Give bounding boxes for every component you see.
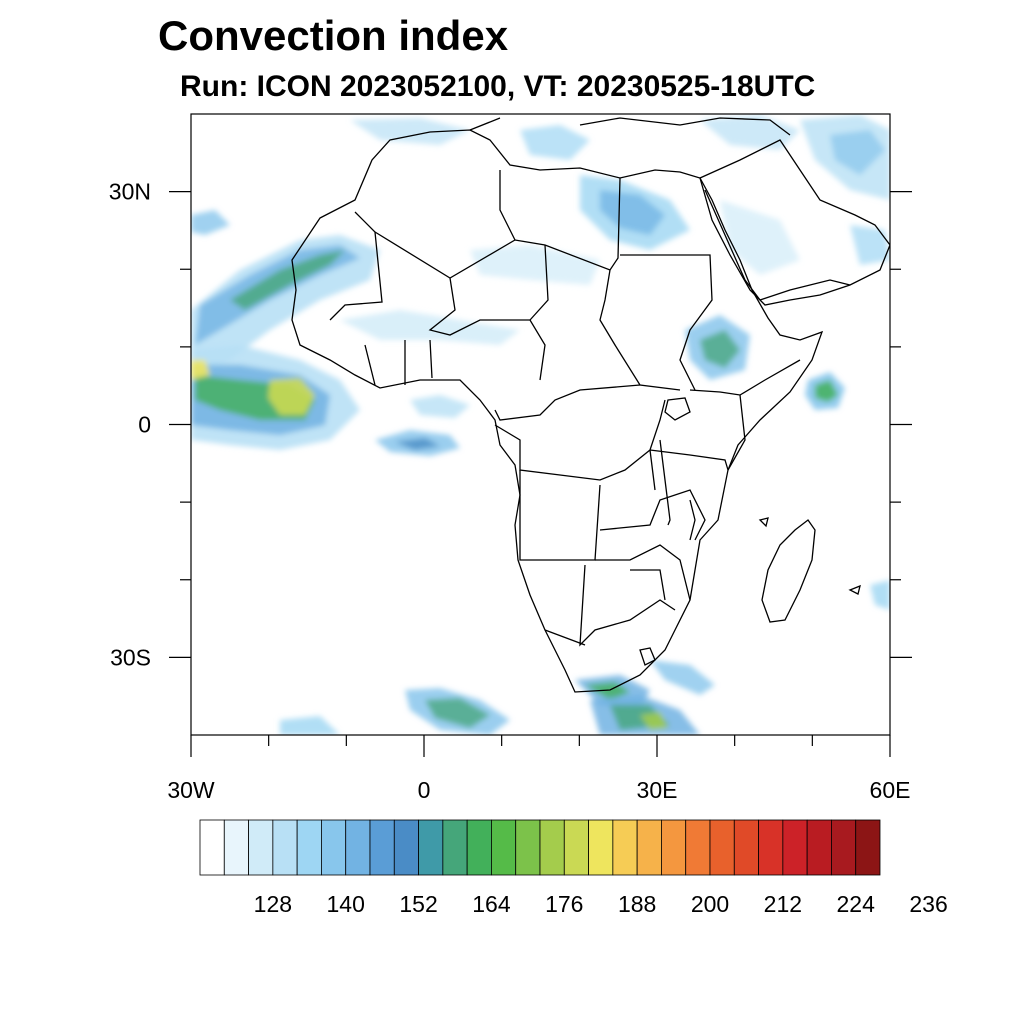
colorbar-swatch [466, 819, 492, 876]
colorbar-label: 200 [691, 891, 729, 917]
colorbar-swatch [248, 819, 274, 876]
colorbar-swatch [442, 819, 468, 876]
colorbar-swatch [393, 819, 419, 876]
colorbar-swatch [685, 819, 711, 876]
y-tick-label: 30N [109, 179, 151, 205]
colorbar-label: 164 [472, 891, 511, 917]
x-tick-label: 30E [637, 777, 678, 803]
y-tick-label: 30S [110, 644, 151, 670]
colorbar-swatch [733, 819, 759, 876]
y-tick-label: 0 [138, 412, 151, 438]
colorbar-swatch [709, 819, 735, 876]
colorbar-swatch [661, 819, 687, 876]
colorbar-swatch [539, 819, 565, 876]
map-subtitle: Run: ICON 2023052100, VT: 20230525-18UTC [180, 70, 816, 103]
x-tick-label: 60E [870, 777, 911, 803]
colorbar-swatch [345, 819, 371, 876]
colorbar-swatch [418, 819, 444, 876]
axis-ticks [169, 191, 912, 757]
colorbar-swatch [321, 819, 347, 876]
colorbar-label: 224 [837, 891, 876, 917]
colorbar-label: 152 [399, 891, 437, 917]
colorbar-swatch [806, 819, 832, 876]
colorbar-swatch [612, 819, 638, 876]
colorbar-swatch [272, 819, 298, 876]
colorbar-swatch [636, 819, 662, 876]
axis-tick-labels: 30W 0 30E 60E 30N 0 30S [109, 179, 911, 803]
colorbar-label: 176 [545, 891, 583, 917]
colorbar-swatch [855, 819, 881, 876]
x-tick-label: 0 [418, 777, 431, 803]
colorbar-label: 212 [764, 891, 802, 917]
colorbar-swatch [588, 819, 614, 876]
colorbar-swatch [199, 819, 225, 876]
colorbar-label: 188 [618, 891, 656, 917]
country-borders [291, 117, 890, 693]
colorbar: 128 140 152 164 176 188 200 212 224 236 [199, 819, 948, 917]
colorbar-swatch [223, 819, 249, 876]
colorbar-swatch [563, 819, 589, 876]
colorbar-swatch [758, 819, 784, 876]
colorbar-label: 236 [909, 891, 947, 917]
colorbar-swatch [369, 819, 395, 876]
colorbar-swatch [515, 819, 541, 876]
colorbar-label: 140 [327, 891, 365, 917]
colorbar-swatch [782, 819, 808, 876]
colorbar-swatch [831, 819, 857, 876]
colorbar-swatch [296, 819, 322, 876]
map-title: Convection index [158, 12, 509, 59]
colorbar-label: 128 [254, 891, 292, 917]
colorbar-swatch [491, 819, 517, 876]
convection-field [191, 115, 890, 735]
x-tick-label: 30W [167, 777, 215, 803]
